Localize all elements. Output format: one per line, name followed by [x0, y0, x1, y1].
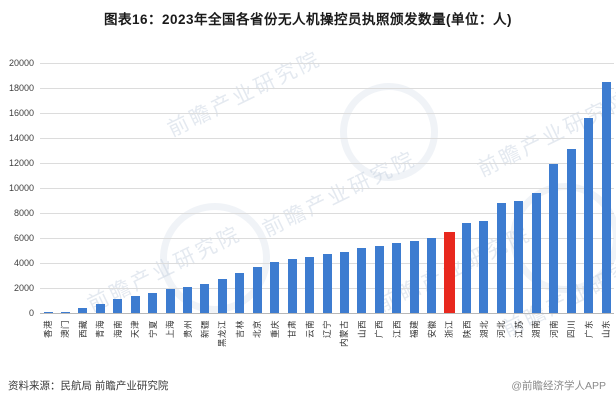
bar-江苏 [514, 200, 524, 313]
y-axis-tick-label: 4000 [13, 258, 34, 268]
bar-安徽 [427, 238, 437, 313]
bar-广西 [374, 245, 384, 313]
bar-甘肃 [287, 259, 297, 313]
bar-贵州 [183, 286, 192, 313]
x-axis-label-山西: 山西 [356, 320, 367, 339]
chart-title: 图表16：2023年全国各省份无人机操控员执照颁发数量(单位：人) [103, 12, 513, 27]
bar-内蒙古 [339, 251, 349, 313]
y-axis-tick-label: 10000 [8, 183, 34, 193]
x-axis-label-青海: 青海 [95, 320, 106, 339]
gridline [40, 238, 614, 239]
x-axis-label-内蒙古: 内蒙古 [339, 320, 350, 348]
x-axis-label-新疆: 新疆 [199, 320, 210, 339]
x-axis-label-西藏: 西藏 [77, 320, 88, 339]
x-axis-label-陕西: 陕西 [461, 320, 472, 339]
bar-福建 [409, 240, 419, 313]
bar-湖北 [479, 220, 489, 313]
x-axis-label-山东: 山东 [601, 320, 611, 339]
bar-澳门 [60, 312, 70, 313]
bar-黑龙江 [217, 279, 227, 313]
bar-河南 [549, 164, 559, 313]
x-axis-label-宁夏: 宁夏 [147, 320, 158, 339]
x-axis-label-香港: 香港 [43, 320, 53, 339]
bar-重庆 [270, 261, 280, 313]
x-axis-label-浙江: 浙江 [444, 320, 455, 339]
gridline [40, 88, 614, 89]
x-axis-label-黑龙江: 黑龙江 [217, 320, 228, 348]
y-axis-tick-label: 12000 [8, 158, 34, 168]
gridline [40, 138, 614, 139]
x-axis-label-广东: 广东 [583, 320, 594, 339]
source-note: 资料来源：民航局 前瞻产业研究院 [8, 380, 169, 392]
plot-area: 前瞻产业研究院前瞻产业研究院前瞻产业研究院前瞻产业研究院前瞻产业研究院前瞻产业研… [9, 47, 616, 347]
bar-云南 [305, 256, 315, 313]
x-axis-label-湖南: 湖南 [531, 320, 542, 339]
y-axis-tick-label: 18000 [8, 83, 34, 93]
gridline [40, 113, 614, 114]
x-axis-label-北京: 北京 [252, 320, 263, 339]
x-axis-label-广西: 广西 [374, 320, 385, 339]
bar-香港 [43, 312, 53, 313]
bar-湖南 [531, 193, 541, 313]
x-axis-label-安徽: 安徽 [426, 320, 437, 339]
x-axis-label-上海: 上海 [165, 320, 176, 339]
bar-江西 [392, 243, 402, 313]
gridline [40, 213, 614, 214]
watermark-text: 前瞻产业研究院 [164, 47, 326, 142]
y-axis-tick-label: 2000 [13, 283, 34, 293]
bar-北京 [252, 266, 262, 313]
x-axis-label-四川: 四川 [566, 320, 577, 339]
bar-新疆 [200, 284, 210, 313]
x-axis-label-河北: 河北 [496, 320, 507, 339]
x-axis-label-河南: 河南 [548, 320, 559, 339]
y-axis-tick-label: 20000 [8, 58, 34, 68]
bar-吉林 [235, 273, 245, 313]
x-axis-label-海南: 海南 [112, 320, 123, 339]
y-axis-tick-label: 0 [28, 308, 34, 318]
x-axis-label-江苏: 江苏 [513, 320, 524, 339]
bar-四川 [566, 149, 576, 313]
bar-上海 [165, 289, 175, 313]
bar-辽宁 [322, 254, 332, 313]
x-axis-label-吉林: 吉林 [234, 320, 245, 339]
gridline [40, 63, 614, 64]
x-axis-label-福建: 福建 [409, 320, 420, 339]
y-axis-tick-label: 8000 [13, 208, 34, 218]
x-axis-label-云南: 云南 [304, 320, 315, 339]
bar-广东 [584, 118, 594, 313]
bar-山西 [357, 248, 367, 313]
x-axis-label-贵州: 贵州 [182, 320, 193, 339]
x-axis-label-重庆: 重庆 [269, 320, 280, 339]
watermark-text: 前瞻产业研究院 [474, 87, 616, 182]
x-axis-label-天津: 天津 [130, 320, 141, 339]
footer-watermark-credit: @前瞻经济学人APP [511, 380, 606, 392]
bar-西藏 [78, 308, 88, 313]
bar-陕西 [462, 223, 471, 313]
x-axis-line [40, 313, 614, 314]
y-axis-tick-label: 6000 [13, 233, 34, 243]
bar-highlighted-浙江 [443, 231, 455, 313]
bar-河北 [496, 203, 506, 313]
x-axis-label-辽宁: 辽宁 [322, 320, 332, 339]
gridline [40, 188, 614, 189]
y-axis-tick-label: 14000 [8, 133, 34, 143]
bar-海南 [113, 299, 123, 313]
gridline [40, 163, 614, 164]
x-axis-label-澳门: 澳门 [60, 320, 71, 339]
bar-山东 [601, 81, 611, 313]
bar-宁夏 [148, 293, 158, 313]
x-axis-label-甘肃: 甘肃 [287, 320, 298, 339]
x-axis-label-江西: 江西 [391, 320, 402, 339]
bar-青海 [95, 304, 105, 313]
watermark-logo-circle [340, 83, 438, 181]
y-axis-tick-label: 16000 [8, 108, 34, 118]
watermark-text: 前瞻产业研究院 [259, 147, 421, 242]
x-axis-label-湖北: 湖北 [478, 320, 489, 339]
bar-天津 [130, 295, 140, 313]
